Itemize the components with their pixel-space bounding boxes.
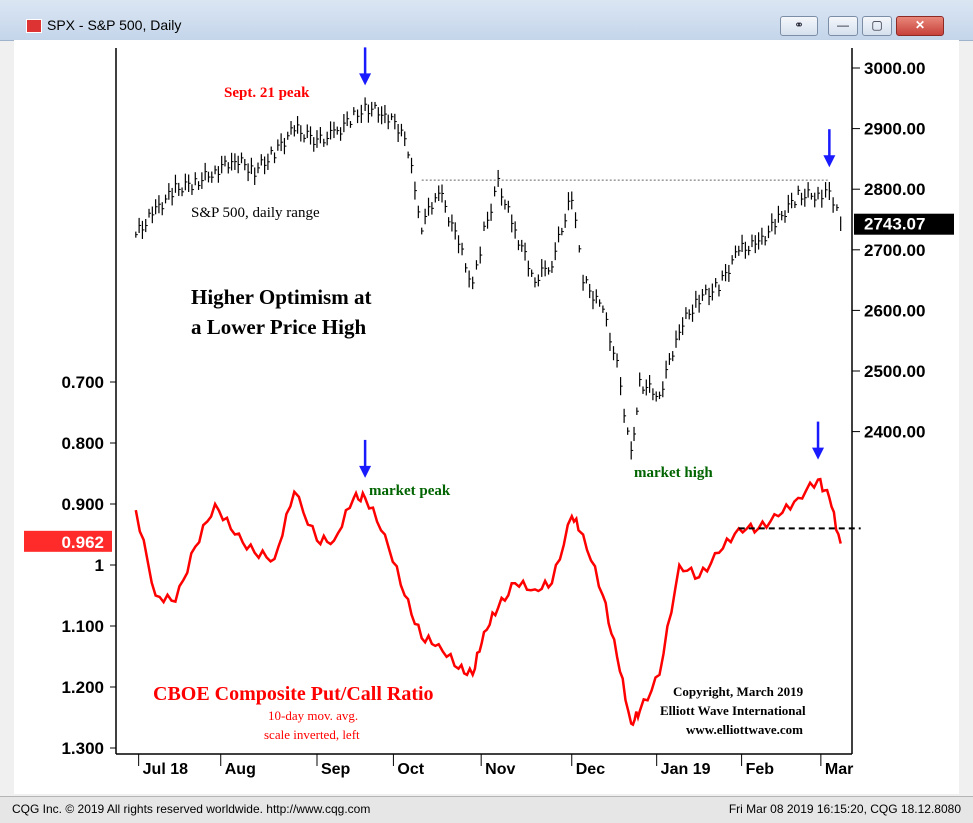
close-icon: ✕ — [914, 18, 926, 32]
price-series — [135, 97, 842, 460]
price-last-value: 2743.07 — [864, 215, 925, 234]
sp500-label: S&P 500, daily range — [191, 205, 320, 221]
month-tick-label: Nov — [485, 761, 515, 778]
ratio-tick-label: 0.700 — [61, 373, 104, 392]
status-bar: CQG Inc. © 2019 All rights reserved worl… — [0, 796, 973, 823]
down-arrow-head-icon — [823, 155, 836, 168]
link-icon: ⚭ — [793, 18, 805, 32]
month-tick-label: Oct — [397, 761, 424, 778]
down-arrow-head-icon — [812, 447, 825, 460]
month-tick-label: Mar — [825, 761, 853, 778]
price-tick-label: 2400.00 — [864, 423, 925, 442]
month-tick-label: Dec — [576, 761, 605, 778]
market-peak-label: market peak — [369, 483, 451, 499]
minimize-button[interactable]: — — [828, 16, 858, 36]
chart-svg[interactable]: 3000.00 2900.00 2800.00 2700.00 2600.00 2500.… — [14, 40, 959, 794]
window-title: SPX - S&P 500, Daily — [47, 17, 182, 33]
market-high-label: market high — [634, 465, 713, 481]
sept-peak-label: Sept. 21 peak — [224, 85, 310, 101]
ratio-tick-label: 1 — [95, 556, 104, 575]
month-tick-label: Sep — [321, 761, 351, 778]
ratio-last-value: 0.962 — [61, 533, 104, 552]
price-tick-label: 2700.00 — [864, 241, 925, 260]
link-button[interactable]: ⚭ — [780, 16, 818, 36]
status-timestamp: Fri Mar 08 2019 16:15:20, CQG 18.12.8080 — [728, 802, 961, 816]
maximize-button[interactable]: ▢ — [862, 16, 892, 36]
headline-line-2: a Lower Price High — [191, 315, 366, 339]
down-arrow-head-icon — [359, 73, 372, 86]
close-button[interactable]: ✕ — [896, 16, 944, 36]
headline-line-1: Higher Optimism at — [191, 285, 371, 309]
price-tick-label: 2500.00 — [864, 362, 925, 381]
plot-area[interactable]: 3000.00 2900.00 2800.00 2700.00 2600.00 2500.… — [14, 40, 959, 818]
price-tick-label: 2600.00 — [864, 301, 925, 320]
copyright-line-3: www.elliottwave.com — [686, 722, 803, 737]
ratio-tick-label: 1.200 — [61, 678, 104, 697]
ratio-series — [134, 477, 861, 727]
ratio-line — [134, 477, 842, 727]
title-bar[interactable]: SPX - S&P 500, Daily ⚭ — ▢ ✕ — [0, 0, 973, 41]
month-tick-label: Aug — [225, 761, 256, 778]
price-tick-label: 3000.00 — [864, 59, 925, 78]
ratio-tick-label: 0.800 — [61, 434, 104, 453]
ratio-subtitle-1: 10-day mov. avg. — [268, 708, 358, 723]
price-tick-label: 2900.00 — [864, 120, 925, 139]
price-last-badge — [854, 213, 954, 235]
axes-layer: 3000.00 2900.00 2800.00 2700.00 2600.00 2500.… — [24, 48, 954, 778]
ratio-subtitle-2: scale inverted, left — [264, 727, 360, 742]
price-tick-label: 2800.00 — [864, 180, 925, 199]
copyright-line-1: Copyright, March 2019 — [673, 684, 804, 699]
minimize-icon: — — [837, 18, 849, 32]
ratio-tick-label: 1.100 — [61, 617, 104, 636]
ratio-last-badge — [24, 530, 112, 552]
copyright-line-2: Elliott Wave International — [660, 703, 806, 718]
down-arrow-head-icon — [359, 465, 372, 478]
month-tick-label: Jan 19 — [661, 761, 711, 778]
ratio-tick-label: 0.900 — [61, 495, 104, 514]
month-tick-label: Feb — [746, 761, 775, 778]
ratio-title: CBOE Composite Put/Call Ratio — [153, 683, 434, 705]
annotations-layer: Sept. 21 peak S&P 500, daily range Highe… — [153, 47, 836, 742]
ratio-tick-label: 1.300 — [61, 739, 104, 758]
maximize-icon: ▢ — [871, 18, 883, 32]
status-copyright: CQG Inc. © 2019 All rights reserved worl… — [12, 802, 371, 816]
chart-app-icon — [26, 19, 42, 33]
month-tick-label: Jul 18 — [143, 761, 188, 778]
